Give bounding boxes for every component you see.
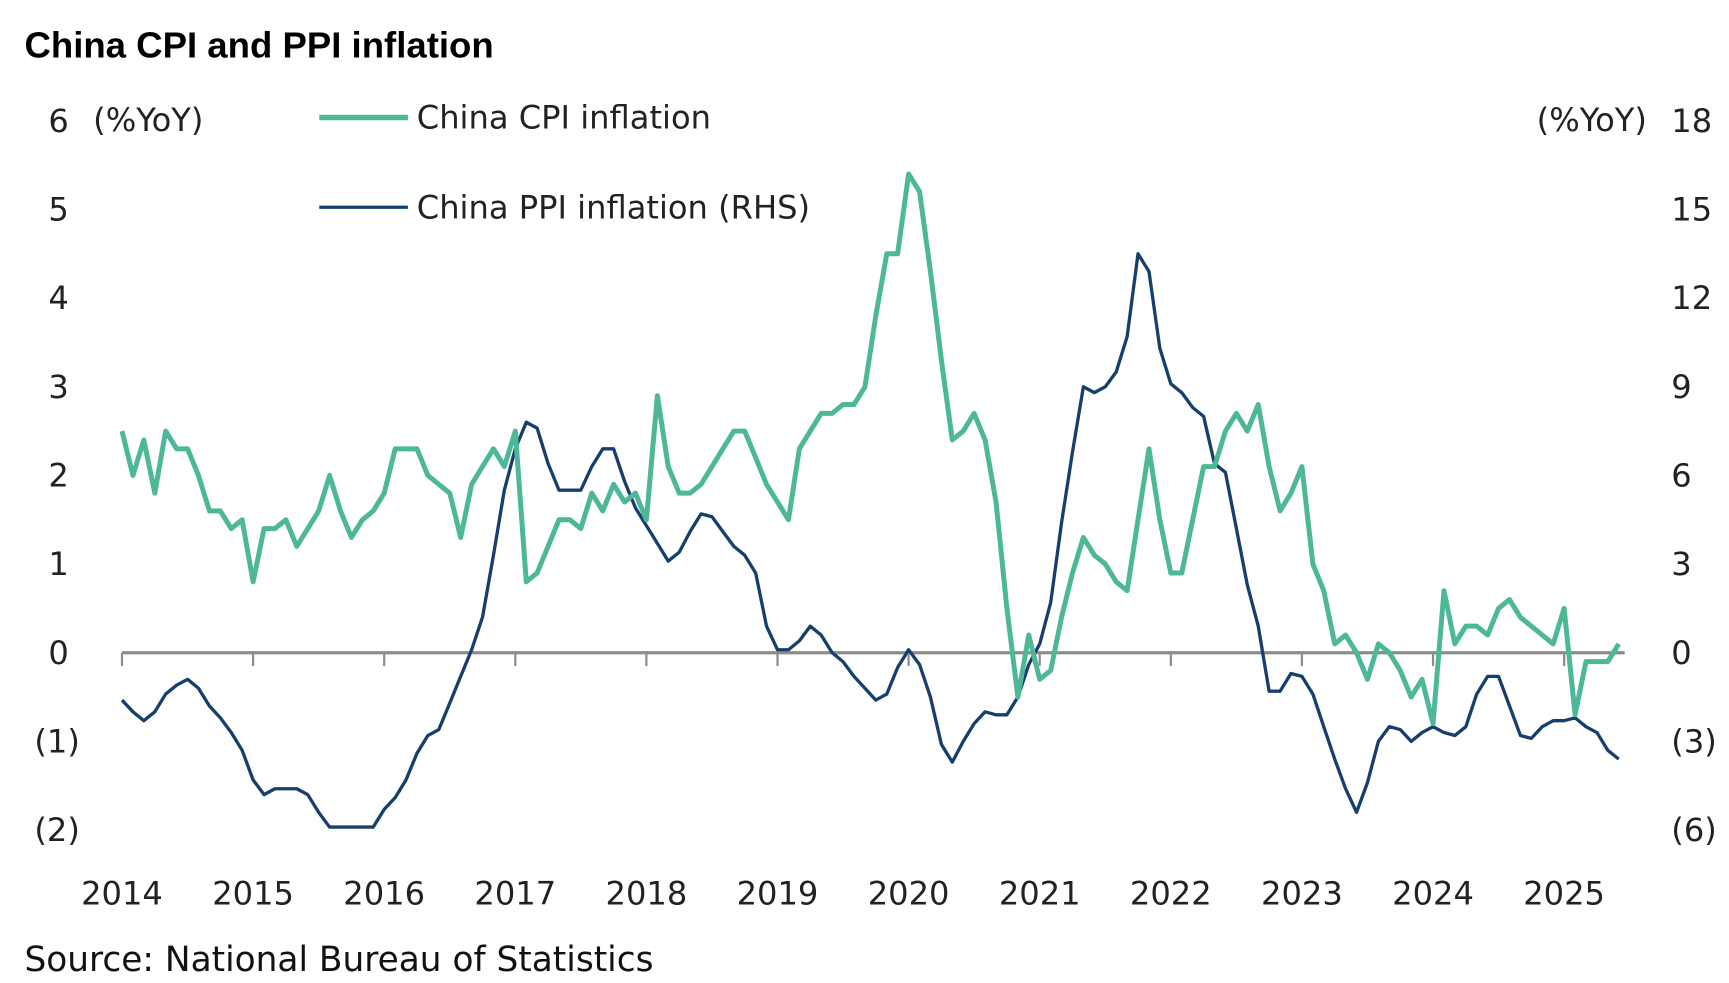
x-tick-label: 2023 [1261, 874, 1343, 912]
left-axis-unit: (%YoY) [93, 101, 203, 139]
right-tick-label: (3) [1671, 722, 1717, 760]
left-tick-label: 2 [48, 457, 68, 495]
right-axis-unit: (%YoY) [1537, 101, 1647, 139]
y-axis-ticks: 6 5 4 3 2 1 0 (1) (2) 18 15 12 9 6 3 0 (3) (6) [34, 102, 1716, 849]
source-note: Source: National Bureau of Statistics [24, 940, 653, 980]
left-tick-label: 4 [48, 279, 68, 317]
x-tick-label: 2024 [1392, 874, 1474, 912]
x-tick-label: 2022 [1130, 874, 1212, 912]
left-tick-label: (2) [34, 811, 80, 849]
right-tick-label: 0 [1671, 634, 1691, 672]
x-tick-label: 2020 [868, 874, 950, 912]
x-tick-label: 2025 [1523, 874, 1605, 912]
left-tick-label: (1) [34, 722, 80, 760]
cpi-line [119, 171, 1621, 727]
right-tick-label: 9 [1671, 368, 1691, 406]
x-tick-label: 2019 [737, 874, 819, 912]
right-tick-label: 3 [1671, 545, 1691, 583]
right-tick-label: 15 [1671, 191, 1712, 229]
chart-title: China CPI and PPI inflation [24, 25, 493, 66]
left-tick-label: 0 [48, 634, 68, 672]
legend: China CPI inflation China PPI inflation … [319, 99, 810, 226]
right-tick-label: (6) [1671, 811, 1717, 849]
x-tick-label: 2014 [81, 874, 163, 912]
x-tick-label: 2021 [999, 874, 1081, 912]
right-tick-label: 6 [1671, 457, 1691, 495]
x-axis: 2014 2015 2016 2017 2018 2019 2020 2021 2022 2023… [81, 651, 1625, 912]
left-tick-label: 1 [48, 545, 68, 583]
series-lines [119, 171, 1621, 829]
right-tick-label: 18 [1671, 102, 1712, 140]
left-tick-label: 5 [48, 191, 68, 229]
x-tick-label: 2017 [474, 874, 556, 912]
x-tick-label: 2018 [606, 874, 688, 912]
right-tick-label: 12 [1671, 279, 1712, 317]
x-tick-label: 2015 [212, 874, 294, 912]
ppi-line [120, 252, 1620, 829]
left-tick-label: 3 [48, 368, 68, 406]
legend-label-cpi: China CPI inflation [417, 99, 711, 137]
left-tick-label: 6 [48, 102, 68, 140]
x-tick-label: 2016 [343, 874, 425, 912]
legend-label-ppi: China PPI inflation (RHS) [417, 188, 810, 226]
